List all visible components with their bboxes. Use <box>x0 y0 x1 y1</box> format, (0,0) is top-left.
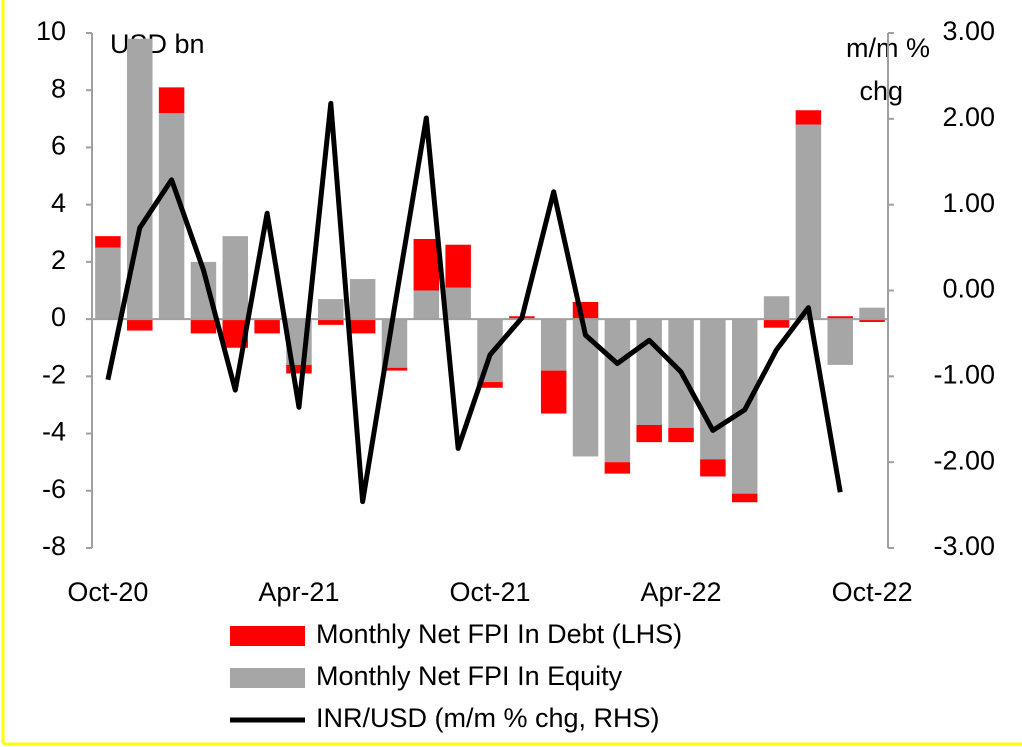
legend-swatch <box>230 626 305 646</box>
bar <box>731 493 758 503</box>
bar <box>763 319 790 328</box>
bar <box>859 307 885 320</box>
bar <box>286 364 312 374</box>
bar <box>795 110 822 125</box>
y2-tick-label: -1.00 <box>933 359 995 389</box>
y-tick-label: 6 <box>51 131 66 161</box>
y-tick-label: 4 <box>51 188 66 218</box>
y2-axis-title: chg <box>859 76 903 106</box>
bar <box>795 124 822 320</box>
y-tick-label: 2 <box>51 245 66 275</box>
bar <box>190 319 217 334</box>
legend-label: Monthly Net FPI In Debt (LHS) <box>316 619 682 649</box>
bar <box>413 290 440 320</box>
y-tick-label: 0 <box>51 302 66 332</box>
bar <box>158 87 185 114</box>
bar <box>572 319 599 457</box>
x-tick-label: Oct-22 <box>832 577 913 607</box>
bar <box>700 319 726 460</box>
y-tick-label: -6 <box>42 474 66 504</box>
bar <box>604 319 631 463</box>
bar <box>95 247 121 320</box>
legend-label: INR/USD (m/m % chg, RHS) <box>316 703 660 733</box>
x-tick-label: Apr-22 <box>641 577 722 607</box>
bar <box>127 319 153 331</box>
y2-tick-label: 1.00 <box>942 188 995 218</box>
y2-tick-label: 3.00 <box>942 16 995 46</box>
legend-swatch <box>230 668 305 688</box>
bar <box>540 370 567 414</box>
bar <box>636 424 662 443</box>
bar <box>95 236 121 248</box>
bar <box>349 279 376 320</box>
y2-tick-label: 2.00 <box>942 102 995 132</box>
bar <box>827 319 853 365</box>
y-tick-label: 10 <box>36 16 66 46</box>
bar <box>318 299 344 320</box>
bar <box>636 319 662 425</box>
y-axis-title: USD bn <box>110 29 205 59</box>
bar <box>318 319 344 325</box>
y-tick-label: -2 <box>42 359 66 389</box>
bar <box>668 427 694 443</box>
y2-tick-label: -3.00 <box>933 531 995 561</box>
bar <box>604 462 631 474</box>
y2-tick-label: 0.00 <box>942 274 995 304</box>
bar <box>254 319 280 334</box>
bar <box>477 319 503 383</box>
bar <box>540 319 567 371</box>
y-tick-label: 8 <box>51 73 66 103</box>
bar <box>158 113 185 320</box>
bar <box>222 236 249 320</box>
bar <box>477 382 503 388</box>
line <box>105 100 843 505</box>
bar <box>413 239 440 291</box>
bar <box>349 319 376 334</box>
x-tick-label: Oct-21 <box>449 577 530 607</box>
y-tick-label: -4 <box>42 417 66 447</box>
bar <box>859 319 885 322</box>
y-tick-label: -8 <box>42 531 66 561</box>
bar <box>445 244 471 288</box>
bar <box>763 296 790 320</box>
bar <box>445 287 471 320</box>
bar <box>700 459 726 477</box>
bar <box>381 367 408 371</box>
y2-tick-label: -2.00 <box>933 445 995 475</box>
x-tick-label: Apr-21 <box>258 577 339 607</box>
x-tick-label: Oct-20 <box>67 577 148 607</box>
legend-label: Monthly Net FPI In Equity <box>316 661 623 691</box>
bar <box>827 316 853 320</box>
